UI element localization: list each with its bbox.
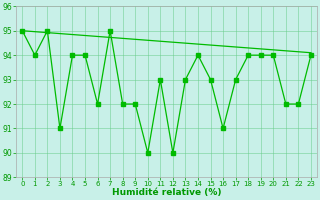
- X-axis label: Humidité relative (%): Humidité relative (%): [112, 188, 221, 197]
